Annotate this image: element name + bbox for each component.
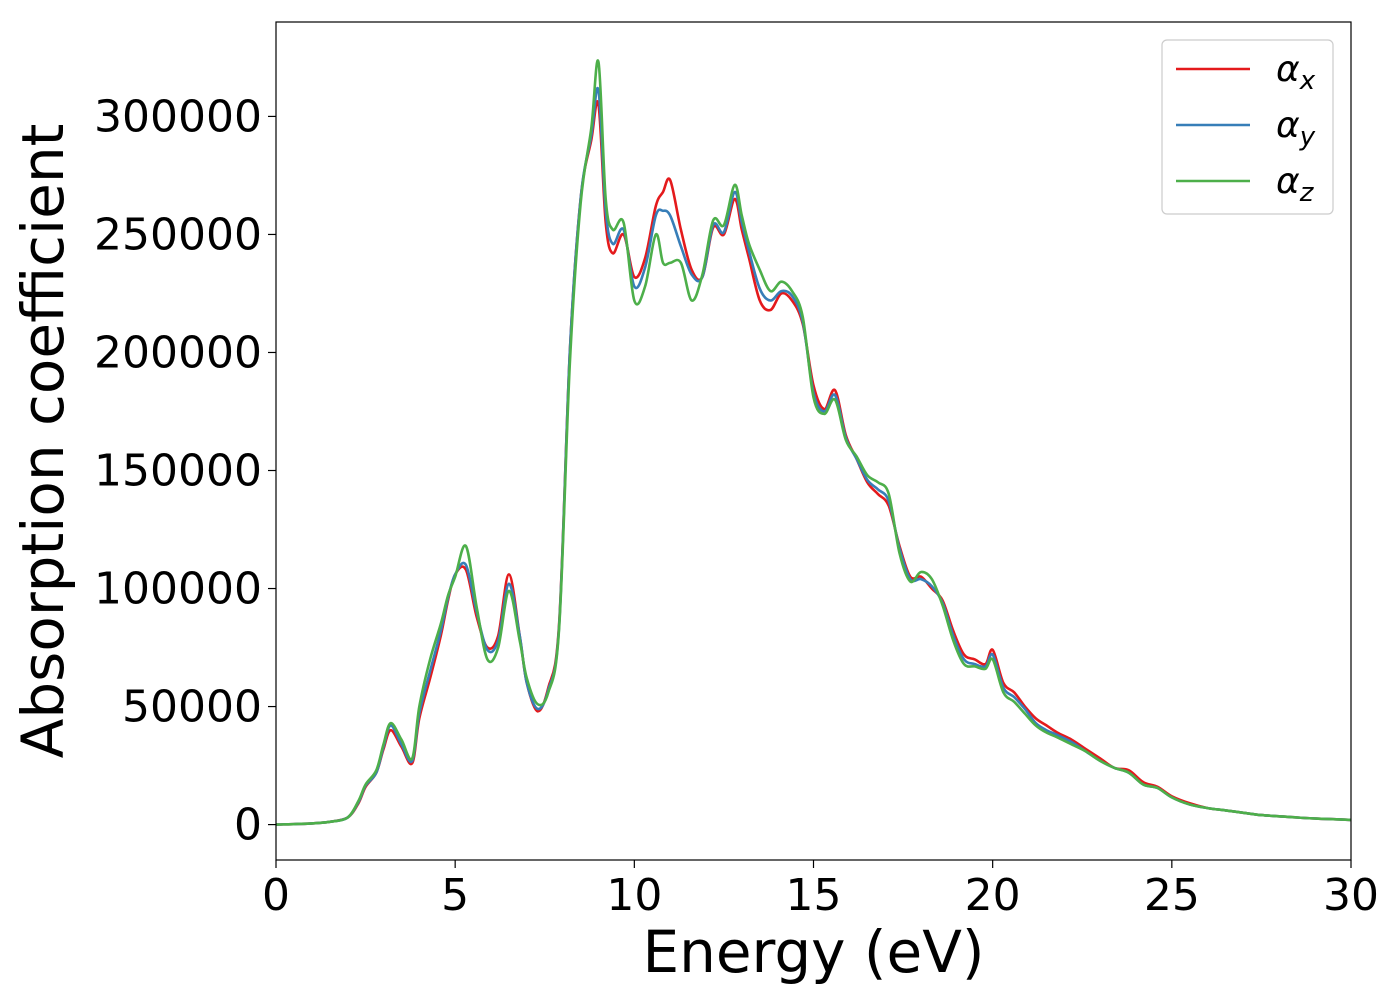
legend-label-y: αy (1276, 105, 1316, 152)
series-layer (276, 59, 1351, 826)
y-axis-ticks: 0 50000 100000 150000 200000 250000 300000 (94, 91, 276, 851)
y-tick-label: 150000 (94, 446, 262, 497)
y-tick-label: 0 (234, 800, 262, 851)
y-tick-label: 200000 (94, 327, 262, 378)
x-tick-label: 20 (965, 870, 1021, 921)
x-tick-label: 25 (1144, 870, 1200, 921)
y-tick-label: 250000 (94, 209, 262, 260)
y-tick-label: 300000 (94, 91, 262, 142)
y-axis-title: Absorption coefficient (9, 124, 77, 759)
legend-label-z: αz (1276, 161, 1315, 208)
legend: αx αy αz (1161, 39, 1334, 215)
x-tick-label: 0 (262, 870, 290, 921)
legend-box (1161, 39, 1334, 215)
x-tick-label: 15 (786, 870, 842, 921)
series-line-x (276, 100, 1351, 826)
legend-label-x: αx (1276, 49, 1316, 96)
x-axis-ticks: 0 5 10 15 20 25 30 (262, 860, 1379, 921)
x-axis-title: Energy (eV) (642, 918, 984, 986)
y-tick-label: 50000 (122, 682, 262, 733)
x-tick-label: 5 (441, 870, 469, 921)
y-tick-label: 100000 (94, 564, 262, 615)
x-tick-label: 30 (1323, 870, 1379, 921)
x-tick-label: 10 (606, 870, 662, 921)
series-line-z (276, 59, 1351, 826)
